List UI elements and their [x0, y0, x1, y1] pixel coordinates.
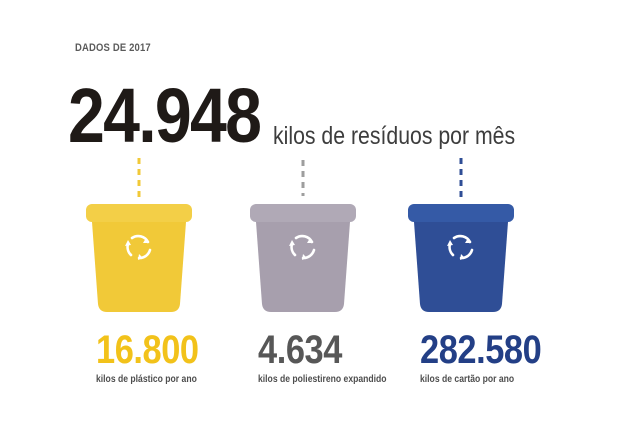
stat-value-cardboard: 282.580: [420, 328, 542, 372]
recycle-icon: [125, 234, 152, 260]
stat-cardboard: 282.580 kilos de cartão por ano: [420, 330, 561, 385]
recycle-icon: [289, 234, 316, 260]
bin-plastic: [86, 204, 192, 312]
stat-value-plastic: 16.800: [96, 328, 199, 372]
dash-connector-plastic: [137, 158, 141, 198]
headline: 24.948: [68, 78, 292, 155]
stat-label-cardboard: kilos de cartão por ano: [420, 374, 515, 385]
stat-label-plastic: kilos de plástico por ano: [96, 374, 197, 385]
dash-connector-polystyrene: [301, 160, 305, 196]
headline-unit: kilos de resíduos por mês: [273, 122, 516, 150]
bin-cardboard: [408, 204, 514, 312]
stat-value-polystyrene: 4.634: [258, 328, 342, 372]
eyebrow-label: DADOS DE 2017: [75, 42, 151, 54]
bin-polystyrene: [250, 204, 356, 312]
recycle-icon: [447, 234, 474, 260]
stat-polystyrene: 4.634 kilos de poliestireno expandido: [258, 330, 407, 385]
stat-plastic: 16.800 kilos de plástico por ano: [96, 330, 215, 385]
stat-label-polystyrene: kilos de poliestireno expandido: [258, 374, 387, 385]
headline-number: 24.948: [68, 73, 262, 159]
dash-connector-cardboard: [459, 158, 463, 198]
